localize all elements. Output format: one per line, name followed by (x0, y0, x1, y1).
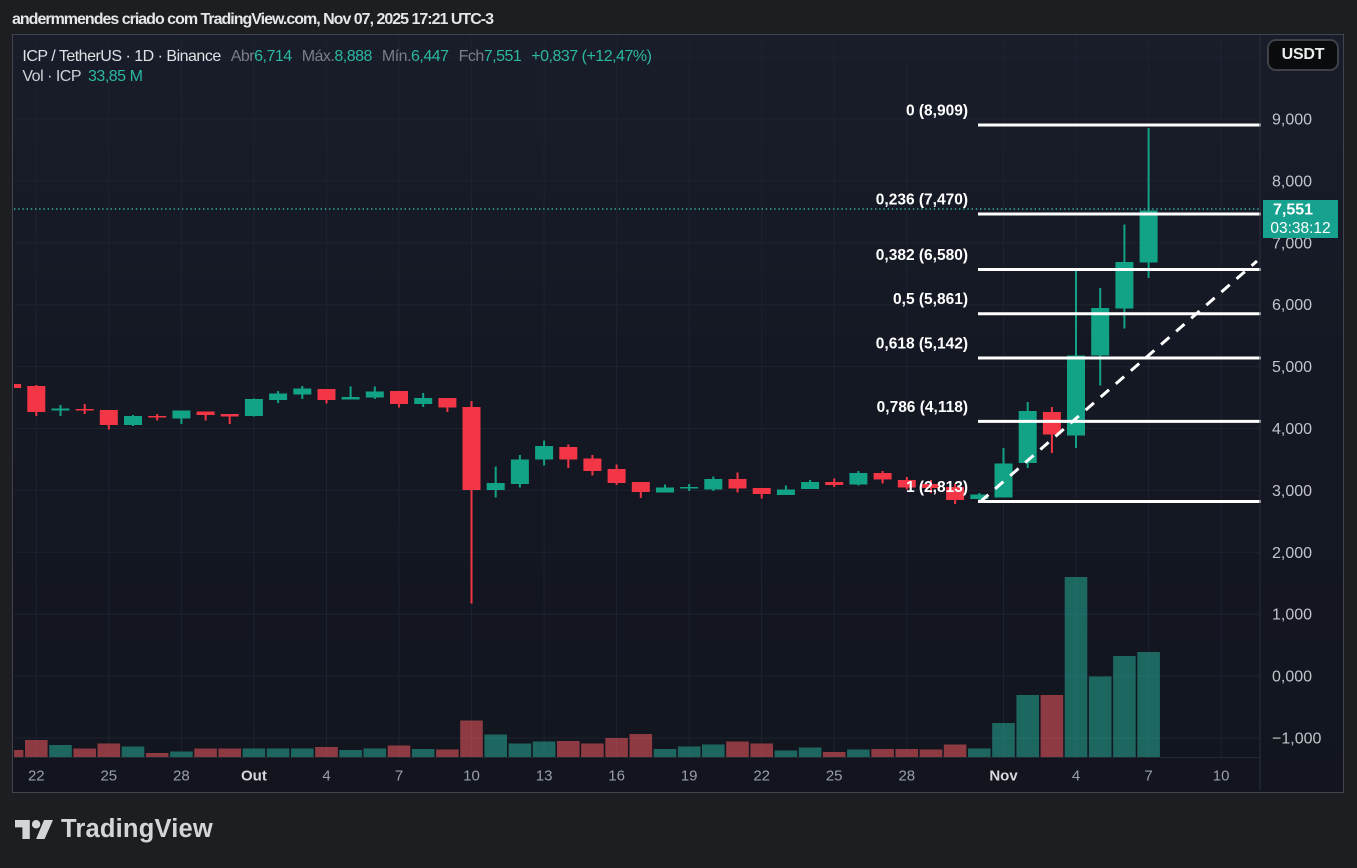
svg-text:10: 10 (463, 768, 480, 785)
svg-text:16: 16 (608, 768, 625, 785)
svg-text:25: 25 (100, 768, 117, 785)
svg-text:1 (2,813): 1 (2,813) (906, 479, 968, 496)
svg-text:8,000: 8,000 (1272, 173, 1312, 190)
svg-text:22: 22 (753, 768, 770, 785)
svg-text:5,000: 5,000 (1272, 359, 1312, 376)
svg-text:28: 28 (898, 768, 915, 785)
svg-text:25: 25 (826, 768, 843, 785)
svg-text:13: 13 (536, 768, 553, 785)
svg-text:0,5 (5,861): 0,5 (5,861) (893, 291, 968, 308)
svg-text:9,000: 9,000 (1272, 112, 1312, 129)
svg-text:7,000: 7,000 (1272, 235, 1312, 252)
svg-text:−1,000: −1,000 (1272, 731, 1321, 748)
svg-text:Nov: Nov (989, 768, 1018, 785)
svg-text:0,786 (4,118): 0,786 (4,118) (877, 399, 968, 416)
svg-text:10: 10 (1213, 768, 1230, 785)
svg-text:0,000: 0,000 (1272, 669, 1312, 686)
svg-text:22: 22 (28, 768, 45, 785)
svg-text:4: 4 (322, 768, 330, 785)
svg-text:Out: Out (241, 768, 267, 785)
svg-text:0,618 (5,142): 0,618 (5,142) (876, 336, 968, 353)
svg-text:28: 28 (173, 768, 190, 785)
svg-text:0 (8,909): 0 (8,909) (906, 103, 968, 120)
svg-text:3,000: 3,000 (1272, 483, 1312, 500)
svg-text:0,236 (7,470): 0,236 (7,470) (876, 192, 968, 209)
svg-text:1,000: 1,000 (1272, 607, 1312, 624)
svg-text:7: 7 (1144, 768, 1152, 785)
svg-text:4,000: 4,000 (1272, 421, 1312, 438)
svg-text:7: 7 (395, 768, 403, 785)
svg-text:19: 19 (681, 768, 698, 785)
svg-text:03:38:12: 03:38:12 (1270, 220, 1330, 237)
svg-text:6,000: 6,000 (1272, 297, 1312, 314)
svg-text:4: 4 (1072, 768, 1080, 785)
svg-text:7,551: 7,551 (1273, 202, 1313, 219)
svg-text:2,000: 2,000 (1272, 545, 1312, 562)
svg-text:0,382 (6,580): 0,382 (6,580) (876, 247, 968, 264)
